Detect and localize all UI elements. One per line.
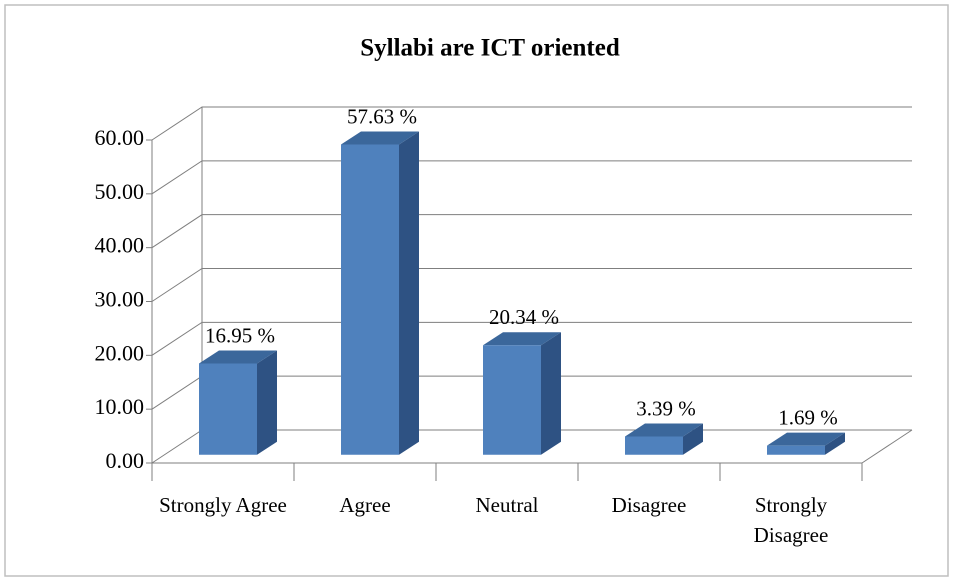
y-tick-label: 0.00 (106, 448, 145, 473)
grid-line (151, 321, 912, 356)
floor-right (861, 429, 913, 464)
value-label: 16.95 % (205, 323, 275, 347)
x-tick-label: Disagree (611, 493, 687, 517)
bar-side (257, 350, 277, 455)
bar-top (625, 423, 703, 437)
bar-top (199, 350, 277, 364)
value-label: 57.63 % (347, 104, 417, 128)
y-tick-label: 30.00 (95, 287, 145, 312)
value-label: 20.34 % (489, 305, 559, 329)
y-tick-label: 60.00 (95, 125, 145, 150)
bar (341, 144, 399, 455)
x-tick-label: Strongly Agree (159, 493, 287, 517)
bar-side (399, 131, 419, 455)
grid-line (151, 106, 912, 141)
bar-top (341, 131, 419, 145)
grid-line (151, 160, 912, 195)
grid-line (151, 268, 912, 302)
bar-top (767, 432, 845, 446)
x-tick-label: Strongly Disagree (753, 493, 829, 547)
y-tick-label: 40.00 (95, 233, 145, 258)
bar (625, 436, 683, 455)
value-label: 1.69 % (778, 405, 838, 429)
bar (199, 363, 257, 455)
bar-side (825, 432, 845, 455)
y-tick-label: 10.00 (95, 394, 145, 419)
y-tick-label: 50.00 (95, 179, 145, 204)
bar-side (541, 332, 561, 455)
x-tick-label: Agree (339, 493, 391, 517)
x-tick-label: Neutral (475, 493, 539, 517)
chart-border (4, 4, 949, 577)
value-label: 3.39 % (636, 396, 696, 420)
chart-title: Syllabi are ICT oriented (360, 35, 620, 62)
y-tick-label: 20.00 (95, 340, 145, 365)
bar-side (683, 423, 703, 455)
bar (483, 345, 541, 455)
bar (767, 445, 825, 455)
bar-top (483, 332, 561, 346)
grid-line (151, 214, 912, 249)
